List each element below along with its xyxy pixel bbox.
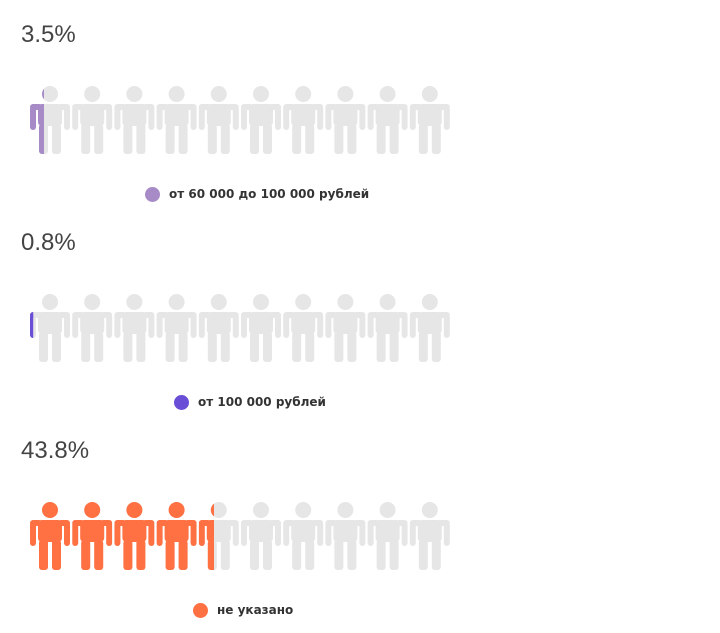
person-icon-empty <box>409 294 450 362</box>
person-icon <box>198 86 239 154</box>
person-icon <box>367 502 408 570</box>
person-icon-empty <box>283 86 324 154</box>
person-icon-empty <box>325 86 366 154</box>
person-icon <box>325 502 366 570</box>
person-icon-filled <box>30 312 34 338</box>
chart-block-1: 0.8% от 100 000 рублей <box>0 208 720 416</box>
percent-label: 3.5% <box>21 21 76 48</box>
person-icon <box>241 294 281 362</box>
person-icon-empty <box>30 294 70 362</box>
person-icon-empty <box>241 86 281 154</box>
person-icon-empty <box>367 294 408 362</box>
person-icon <box>156 294 197 362</box>
legend-dot <box>145 186 160 202</box>
person-icon-empty <box>241 294 281 362</box>
person-icon <box>72 502 113 570</box>
person-icon-filled <box>156 502 197 570</box>
person-icons-row <box>30 86 450 154</box>
person-icon-empty <box>156 86 197 154</box>
person-icon-empty <box>114 294 155 362</box>
person-icon <box>72 294 113 362</box>
person-icon <box>241 502 281 570</box>
legend-label: от 100 000 рублей <box>198 395 326 409</box>
person-icon-empty <box>325 502 366 570</box>
chart-block-0: 3.5% от 60 000 до 100 000 рублей <box>0 0 720 208</box>
person-icon-empty <box>367 502 408 570</box>
person-icon <box>114 86 155 154</box>
person-icon <box>409 294 450 362</box>
legend-label: от 60 000 до 100 000 рублей <box>169 187 370 201</box>
person-icon-filled <box>198 503 215 570</box>
person-icon-filled <box>30 502 70 570</box>
person-icon <box>156 502 197 570</box>
person-icon <box>30 294 70 362</box>
legend-label: не указано <box>217 603 294 617</box>
person-icon-filled <box>114 502 155 570</box>
person-icon <box>367 86 408 154</box>
person-icon <box>325 86 366 154</box>
person-icon-empty <box>325 294 366 362</box>
person-icon-filled <box>72 502 113 570</box>
person-icon <box>198 502 239 570</box>
person-icon <box>325 294 366 362</box>
person-icons-row <box>30 294 450 362</box>
percent-label: 43.8% <box>21 437 90 464</box>
person-icon-empty <box>409 86 450 154</box>
legend-item[interactable]: не указано <box>193 601 293 619</box>
person-icon <box>409 86 450 154</box>
person-icon-empty <box>198 294 239 362</box>
person-icon-empty <box>72 86 113 154</box>
person-icon <box>283 502 324 570</box>
person-icon <box>72 86 113 154</box>
person-icon-empty <box>72 294 113 362</box>
person-icon-empty <box>114 86 155 154</box>
person-icon <box>283 86 324 154</box>
legend-item[interactable]: от 100 000 рублей <box>174 393 326 411</box>
person-icon-empty <box>409 502 450 570</box>
person-icon-filled <box>30 88 44 154</box>
legend-dot <box>193 602 208 618</box>
person-icon <box>283 294 324 362</box>
person-icon <box>367 294 408 362</box>
person-icon-empty <box>156 294 197 362</box>
person-icon <box>30 86 70 154</box>
person-icon <box>114 294 155 362</box>
person-icon-empty <box>283 502 324 570</box>
person-icon <box>114 502 155 570</box>
chart-block-2: 43.8% не указано <box>0 416 720 624</box>
person-icon <box>409 502 450 570</box>
person-icon <box>156 86 197 154</box>
person-icon <box>198 294 239 362</box>
person-icon <box>241 86 281 154</box>
legend-dot <box>174 394 189 410</box>
legend-item[interactable]: от 60 000 до 100 000 рублей <box>145 185 369 203</box>
percent-label: 0.8% <box>21 229 76 256</box>
person-icon-empty <box>198 86 239 154</box>
person-icon <box>30 502 70 570</box>
person-icons-row <box>30 502 450 570</box>
person-icon-empty <box>283 294 324 362</box>
person-icon-empty <box>241 502 281 570</box>
person-icon-empty <box>367 86 408 154</box>
